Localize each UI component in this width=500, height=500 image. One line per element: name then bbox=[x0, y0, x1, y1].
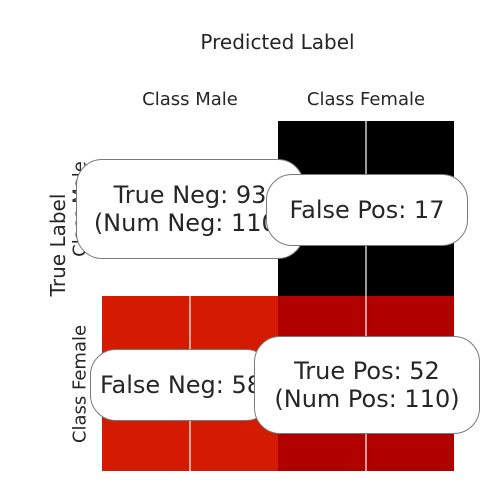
fp-line-1: False Pos: 17 bbox=[289, 196, 445, 224]
tn-line-1: True Neg: 93 bbox=[113, 181, 267, 209]
chart-title: Predicted Label bbox=[200, 30, 355, 54]
column-label-class-male: Class Male bbox=[142, 89, 238, 110]
cell-annotation-true-positive: True Pos: 52 (Num Pos: 110) bbox=[254, 336, 480, 434]
fn-line-1: False Neg: 58 bbox=[99, 371, 263, 399]
tn-line-2: (Num Neg: 110) bbox=[93, 209, 287, 237]
tp-line-2: (Num Pos: 110) bbox=[274, 385, 460, 413]
cell-annotation-false-positive: False Pos: 17 bbox=[266, 174, 468, 246]
column-label-class-female: Class Female bbox=[306, 89, 426, 110]
tp-line-1: True Pos: 52 bbox=[294, 357, 440, 385]
cell-annotation-false-negative: False Neg: 58 bbox=[90, 349, 272, 421]
